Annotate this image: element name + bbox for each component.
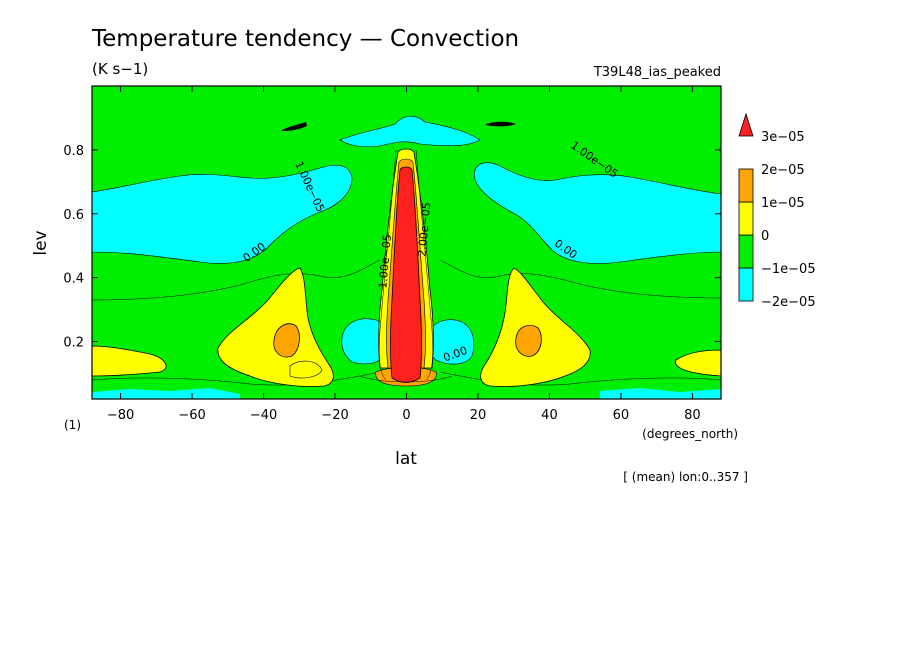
x-tick-label: −20 <box>321 408 348 423</box>
orange-core-south <box>273 323 300 358</box>
contour-label: 2.00e−05 <box>416 202 434 257</box>
colorbar-swatch <box>738 201 754 236</box>
y-axis-label: lev <box>31 230 51 255</box>
run-label: T39L48_ias_peaked <box>593 65 721 80</box>
x-tick-label: 0 <box>402 408 410 423</box>
cyan-band-north <box>474 162 721 264</box>
yellow-strip-south <box>92 345 167 377</box>
averaging-note: [ (mean) lon:0..357 ] <box>623 470 748 484</box>
x-tick-label: 40 <box>541 408 558 423</box>
colorbar-label: 1e−05 <box>761 196 805 211</box>
contour-line <box>359 375 453 383</box>
contour-wisp <box>282 122 307 131</box>
units-label: (K s−1) <box>92 60 148 78</box>
colorbar-swatch <box>738 234 754 269</box>
y-tick-label: 0.8 <box>63 144 84 159</box>
y-axis: 0.2 0.4 0.6 0.8 <box>63 144 721 351</box>
x-tick-label: −80 <box>107 408 134 423</box>
colorbar-swatch <box>738 267 754 302</box>
colorbar-label: 3e−05 <box>761 130 805 145</box>
cyan-cap-top <box>339 115 481 148</box>
x-axis-label: lat <box>395 449 417 469</box>
contour-wisp <box>486 121 516 127</box>
x-tick-label: 20 <box>470 408 487 423</box>
contour-line <box>92 371 381 386</box>
colorbar-label: −1e−05 <box>761 262 816 277</box>
y-tick-label: 0.6 <box>63 208 84 223</box>
y-tick-label: 0.4 <box>63 272 84 287</box>
contour-line <box>92 259 381 301</box>
x-tick-label: 60 <box>613 408 630 423</box>
yellow-wisp-south <box>289 360 323 379</box>
plot-area <box>92 86 721 399</box>
yellow-strip-north <box>675 349 721 377</box>
orange-core-north <box>515 324 542 357</box>
colorbar-label: −2e−05 <box>761 295 816 310</box>
cyan-surface-north <box>600 388 721 399</box>
contour-line <box>379 149 433 381</box>
contour-line <box>439 371 721 386</box>
x-tick-label: 80 <box>684 408 701 423</box>
colorbar: −2e−05 −1e−05 0 1e−05 2e−05 3e−05 <box>738 112 816 310</box>
x-units: (degrees_north) <box>642 427 738 441</box>
colorbar-swatch <box>738 168 754 203</box>
red-column <box>390 166 422 383</box>
yellow-lobe-south <box>217 267 334 387</box>
cyan-band-south <box>92 165 353 264</box>
contour-line <box>439 259 721 299</box>
x-tick-label: −60 <box>178 408 205 423</box>
colorbar-swatch <box>738 112 754 137</box>
chart-title: Temperature tendency — Convection <box>91 26 519 52</box>
colorbar-label: 2e−05 <box>761 163 805 178</box>
y-units: (1) <box>64 418 81 432</box>
x-axis: −80 −60 −40 −20 0 20 40 60 80 <box>107 86 701 423</box>
cyan-surface-south <box>92 388 240 399</box>
y-tick-label: 0.2 <box>63 336 84 351</box>
contour-label: 1.00e−05 <box>376 234 394 289</box>
x-tick-label: −40 <box>250 408 277 423</box>
colorbar-label: 0 <box>761 229 769 244</box>
